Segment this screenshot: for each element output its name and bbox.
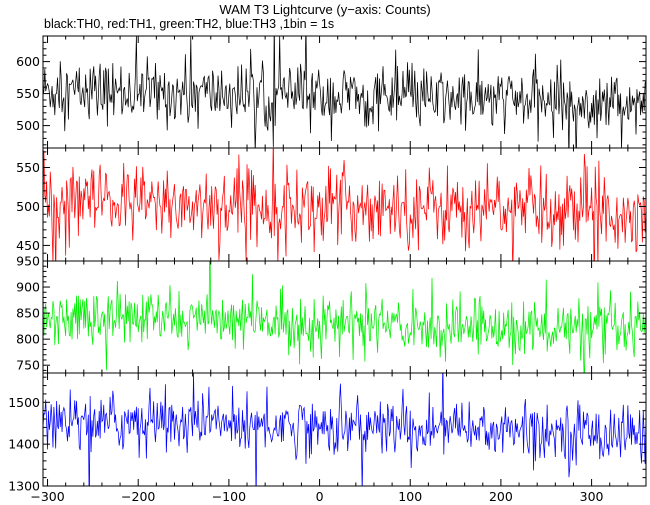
x-tick-label: 200 (489, 489, 513, 504)
series-line-th3 (43, 373, 646, 486)
y-tick-label-th3: 1400 (8, 437, 40, 452)
chart-subtitle: black:TH0, red:TH1, green:TH2, blue:TH3 … (44, 17, 335, 31)
x-tick-label: 100 (398, 489, 422, 504)
y-tick-label-th0: 550 (16, 86, 40, 101)
y-tick-label-th1: 500 (16, 199, 40, 214)
y-tick-label-th0: 500 (16, 118, 40, 133)
series-line-th2 (43, 261, 646, 373)
series-line-th1 (43, 148, 646, 261)
x-tick-label: 300 (580, 489, 604, 504)
y-tick-label-th1: 450 (16, 238, 40, 253)
y-tick-label-th2: 950 (16, 254, 40, 269)
y-tick-label-th3: 1300 (8, 479, 40, 494)
chart-title: WAM T3 Lightcurve (y−axis: Counts) (219, 2, 431, 17)
y-tick-label-th2: 750 (16, 358, 40, 373)
x-tick-label: −300 (30, 489, 64, 504)
series-line-th0 (43, 36, 646, 148)
y-tick-label-th2: 900 (16, 280, 40, 295)
y-tick-label-th2: 850 (16, 306, 40, 321)
y-tick-label-th1: 550 (16, 160, 40, 175)
x-tick-label: 0 (316, 489, 324, 504)
x-tick-label: −100 (212, 489, 246, 504)
y-tick-label-th3: 1500 (8, 395, 40, 410)
y-tick-label-th0: 600 (16, 54, 40, 69)
panel-frame-th3 (42, 372, 647, 487)
x-tick-label: −200 (121, 489, 155, 504)
y-tick-label-th2: 800 (16, 332, 40, 347)
panel-frame-th2 (42, 260, 647, 374)
panel-frame-th0 (42, 35, 647, 149)
